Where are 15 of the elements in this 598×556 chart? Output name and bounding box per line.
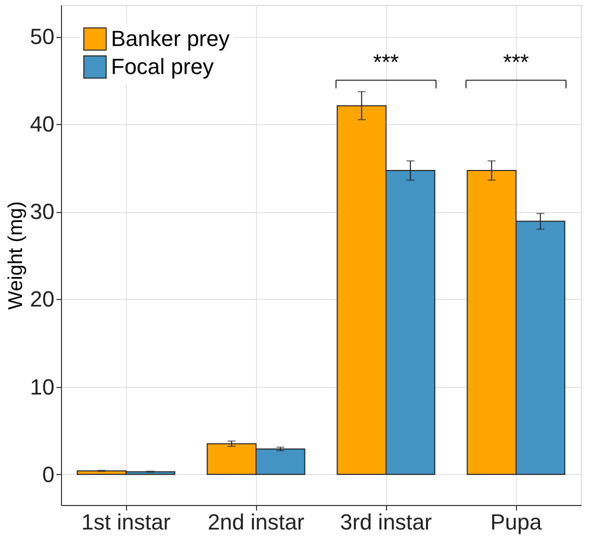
y-axis-title: Weight (mg) — [5, 201, 28, 310]
y-tick-label: 0 — [42, 462, 54, 487]
x-tick-label: Pupa — [490, 510, 542, 534]
x-tick-label: 3rd instar — [340, 510, 432, 534]
legend-label: Banker prey — [111, 26, 230, 51]
y-tick-label: 10 — [30, 374, 54, 400]
annotation: *** — [373, 50, 400, 75]
y-tick-label: 30 — [30, 199, 54, 224]
x-tick-label: 1st instar — [81, 510, 171, 534]
y-tick-label: 50 — [30, 24, 54, 50]
x-tick-label: 2nd instar — [208, 510, 304, 534]
y-tick-label: 40 — [30, 112, 54, 137]
annotation: *** — [503, 50, 530, 75]
y-tick-label: 20 — [30, 286, 54, 312]
legend-label: Focal prey — [111, 54, 214, 79]
